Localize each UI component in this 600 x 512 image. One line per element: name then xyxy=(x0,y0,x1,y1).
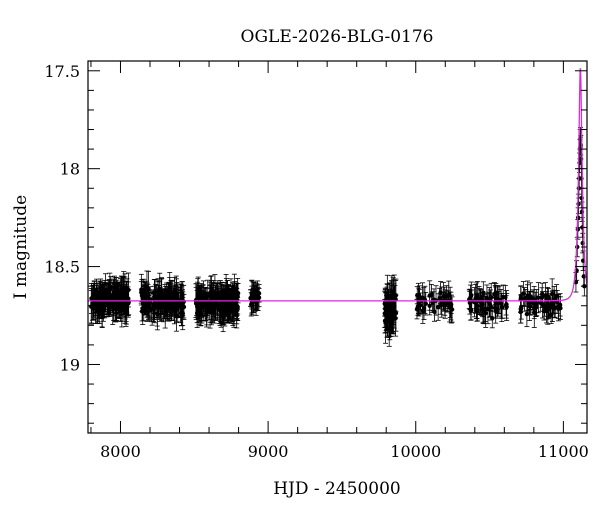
y-tick-label: 17.5 xyxy=(44,62,80,81)
data-point xyxy=(165,288,171,320)
data-point xyxy=(414,299,420,320)
model-curve xyxy=(88,68,587,302)
data-point xyxy=(220,282,226,315)
model-layer xyxy=(88,68,587,302)
x-tick-label: 10000 xyxy=(390,442,441,461)
data-point xyxy=(530,289,536,308)
axis-ticks xyxy=(88,61,587,433)
data-point xyxy=(157,280,163,309)
data-point xyxy=(447,291,453,323)
data-point xyxy=(194,298,200,328)
plot-frame xyxy=(87,60,588,434)
data-point xyxy=(556,296,562,322)
data-point xyxy=(139,279,145,312)
data-point xyxy=(210,280,216,310)
data-point xyxy=(151,279,157,305)
data-point xyxy=(103,282,109,307)
data-point xyxy=(438,296,444,315)
x-tick-label: 9000 xyxy=(248,442,289,461)
data-point xyxy=(488,282,494,312)
data-point xyxy=(215,287,221,321)
data-point xyxy=(386,303,392,338)
data-point xyxy=(472,284,478,314)
data-point xyxy=(122,286,128,320)
data-point xyxy=(226,285,232,322)
data-point xyxy=(518,294,524,320)
data-point xyxy=(252,286,258,310)
data-point xyxy=(441,281,447,311)
data-point xyxy=(154,297,160,331)
data-layer xyxy=(88,127,587,347)
tick-labels: 8000 9000 10000 11000 17.5 18 18.5 19 xyxy=(44,62,588,461)
data-point xyxy=(204,293,210,328)
data-point xyxy=(178,291,184,316)
y-axis-title: I magnitude xyxy=(11,195,31,299)
data-point xyxy=(518,300,524,324)
data-point xyxy=(499,295,505,319)
data-point xyxy=(427,296,433,316)
data-point xyxy=(546,298,552,319)
data-point xyxy=(545,288,551,306)
data-point xyxy=(118,291,124,322)
data-point xyxy=(96,282,102,314)
data-point xyxy=(388,299,394,334)
y-tick-label: 19 xyxy=(60,355,80,374)
x-tick-label: 8000 xyxy=(100,442,141,461)
data-point xyxy=(198,303,204,326)
data-point xyxy=(503,295,509,316)
data-point xyxy=(483,298,489,328)
data-point xyxy=(416,287,422,317)
x-tick-label: 11000 xyxy=(538,442,589,461)
y-tick-label: 18 xyxy=(60,160,80,179)
x-axis-title: HJD - 2450000 xyxy=(273,479,401,499)
data-point xyxy=(169,279,175,315)
y-tick-label: 18.5 xyxy=(44,258,80,277)
data-point xyxy=(478,289,484,308)
data-point xyxy=(173,285,179,312)
data-point xyxy=(207,294,213,323)
data-point xyxy=(110,290,116,325)
data-point xyxy=(493,283,499,303)
data-point xyxy=(390,306,396,335)
chart-title: OGLE-2026-BLG-0176 xyxy=(241,27,434,47)
